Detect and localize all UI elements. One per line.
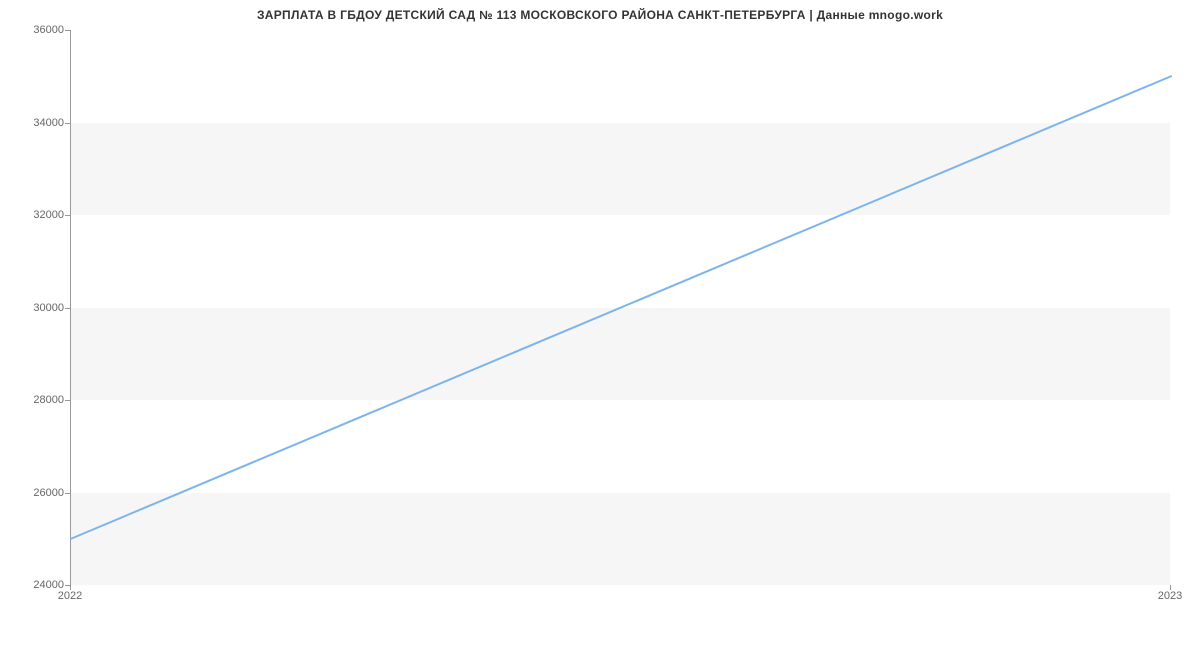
- y-tick-label: 32000: [33, 209, 64, 221]
- chart-title: ЗАРПЛАТА В ГБДОУ ДЕТСКИЙ САД № 113 МОСКО…: [0, 8, 1200, 22]
- y-tick-label: 30000: [33, 302, 64, 314]
- line-series: [71, 30, 1170, 584]
- y-tick-label: 28000: [33, 394, 64, 406]
- y-tick-mark: [65, 215, 70, 216]
- x-tick-label: 2023: [1158, 590, 1182, 602]
- y-tick-mark: [65, 308, 70, 309]
- y-tick-mark: [65, 400, 70, 401]
- y-tick-mark: [65, 30, 70, 31]
- y-tick-mark: [65, 493, 70, 494]
- y-tick-mark: [65, 123, 70, 124]
- x-tick-mark: [70, 585, 71, 590]
- y-tick-label: 34000: [33, 117, 64, 129]
- y-tick-label: 36000: [33, 24, 64, 36]
- x-tick-mark: [1170, 585, 1171, 590]
- chart-container: ЗАРПЛАТА В ГБДОУ ДЕТСКИЙ САД № 113 МОСКО…: [0, 0, 1200, 650]
- plot-area: [70, 30, 1170, 585]
- x-tick-label: 2022: [58, 590, 82, 602]
- y-tick-label: 26000: [33, 487, 64, 499]
